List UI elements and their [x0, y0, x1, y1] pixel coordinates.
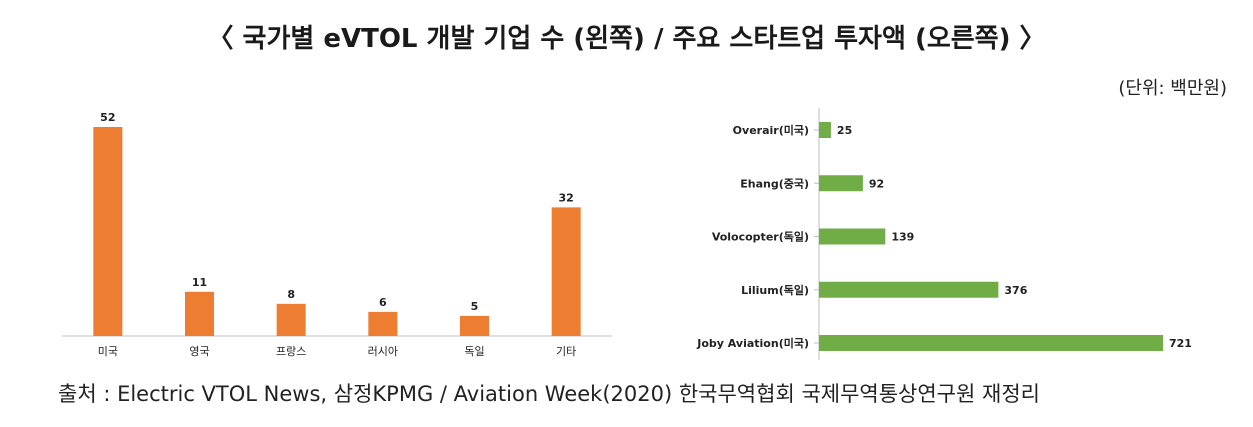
- category-label: 독일: [464, 344, 484, 358]
- category-label: 미국: [98, 345, 118, 358]
- category-label: Joby Aviation(미국): [696, 336, 809, 350]
- bar: [93, 127, 123, 336]
- category-label: Overair(미국): [733, 123, 809, 137]
- bar: [276, 303, 306, 336]
- bar: [819, 281, 999, 298]
- bar: [460, 315, 489, 336]
- data-label: 25: [837, 124, 852, 137]
- data-label: 5: [471, 300, 479, 313]
- category-label: Ehang(중국): [740, 177, 809, 190]
- bar: [551, 207, 581, 336]
- data-label: 32: [559, 191, 574, 204]
- bar: [819, 175, 863, 192]
- bar: [819, 228, 886, 245]
- unit-label: (단위: 백만원): [1118, 78, 1227, 99]
- right-bar-chart: 25 Overair(미국) 92 Ehang(중국) 139 Volocopter(독일…: [696, 108, 1192, 360]
- category-label: 프랑스: [276, 345, 306, 358]
- category-label: 러시아: [368, 345, 398, 358]
- bar: [819, 122, 831, 138]
- bar: [368, 311, 398, 336]
- data-label: 139: [891, 231, 914, 244]
- data-label: 6: [379, 296, 387, 309]
- category-label: 영국: [189, 345, 209, 358]
- category-label: Volocopter(독일): [712, 230, 809, 244]
- source-note: 출처 : Electric VTOL News, 삼정KPMG / Aviati…: [58, 382, 1040, 406]
- category-label: Lilium(독일): [741, 283, 809, 297]
- data-label: 52: [100, 111, 115, 124]
- data-label: 721: [1169, 337, 1192, 350]
- data-label: 376: [1004, 284, 1027, 297]
- bar: [185, 291, 214, 336]
- data-label: 11: [192, 276, 207, 289]
- bar: [819, 335, 1163, 351]
- left-bar-chart: 52 미국 11 영국 8 프랑스 6 러시아 5 독일 32 기타: [62, 111, 612, 358]
- category-label: 기타: [556, 345, 576, 358]
- data-label: 8: [287, 288, 295, 301]
- data-label: 92: [869, 177, 884, 190]
- chart-title: 〈 국가별 eVTOL 개발 기업 수 (왼쪽) / 주요 스타트업 투자액 (…: [207, 24, 1046, 54]
